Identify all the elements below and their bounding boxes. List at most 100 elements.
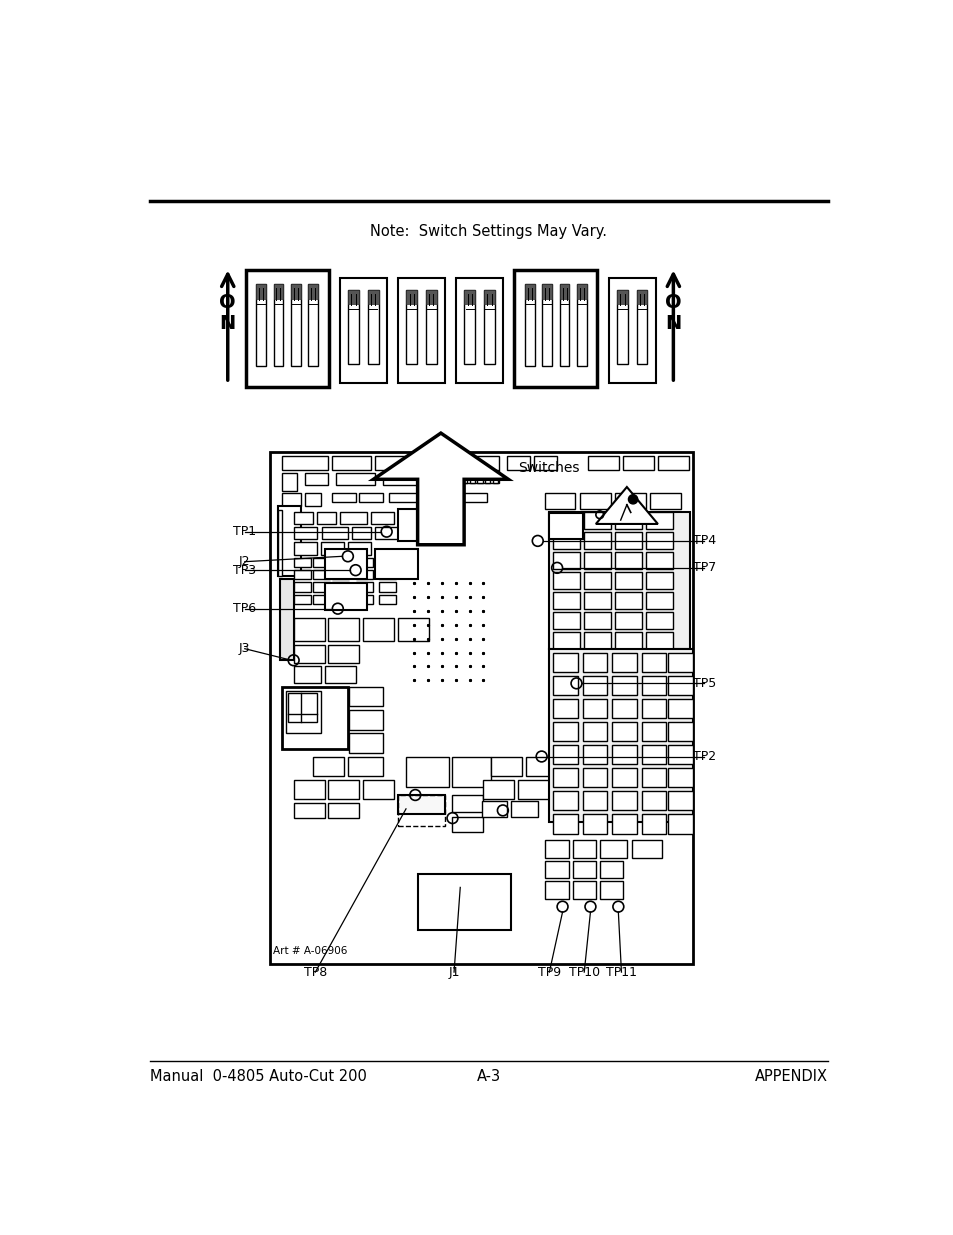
Bar: [641, 814, 666, 834]
Bar: [667, 792, 692, 810]
Polygon shape: [421, 888, 506, 926]
Bar: [612, 676, 637, 695]
Bar: [313, 558, 330, 567]
Bar: [279, 579, 294, 661]
Text: Switches: Switches: [517, 461, 579, 474]
Bar: [332, 571, 349, 579]
Bar: [553, 632, 579, 648]
Bar: [294, 571, 311, 579]
Text: A-3: A-3: [476, 1068, 500, 1083]
Bar: [316, 511, 335, 524]
Bar: [622, 456, 654, 471]
Bar: [464, 290, 475, 304]
Bar: [397, 509, 444, 541]
Bar: [641, 721, 666, 741]
Bar: [583, 572, 611, 589]
Bar: [612, 652, 637, 672]
Bar: [542, 284, 552, 366]
Bar: [514, 270, 597, 387]
Bar: [313, 757, 344, 776]
Bar: [324, 583, 367, 610]
Bar: [348, 290, 358, 304]
Bar: [641, 652, 666, 672]
Bar: [335, 473, 375, 485]
Bar: [355, 583, 373, 592]
Bar: [524, 284, 534, 299]
Bar: [615, 511, 641, 529]
Bar: [582, 721, 607, 741]
Bar: [359, 493, 382, 503]
Bar: [349, 710, 382, 730]
Bar: [429, 493, 452, 503]
Bar: [667, 814, 692, 834]
Bar: [397, 511, 425, 524]
Bar: [612, 792, 637, 810]
Bar: [278, 510, 282, 576]
Bar: [378, 583, 395, 592]
Text: J2: J2: [239, 556, 251, 568]
Bar: [553, 531, 579, 548]
Bar: [282, 493, 301, 506]
Bar: [559, 284, 569, 366]
Bar: [305, 473, 328, 485]
Bar: [587, 511, 611, 524]
Bar: [402, 527, 429, 538]
Bar: [667, 721, 692, 741]
Bar: [650, 799, 681, 811]
Bar: [599, 840, 626, 858]
Bar: [375, 456, 414, 471]
Bar: [582, 779, 613, 795]
Bar: [658, 456, 688, 471]
Bar: [583, 632, 611, 648]
Text: O: O: [219, 293, 235, 311]
Bar: [322, 527, 348, 538]
Bar: [294, 542, 316, 555]
Bar: [645, 511, 673, 529]
Bar: [553, 552, 579, 568]
Bar: [291, 284, 300, 299]
Bar: [417, 456, 440, 471]
Bar: [582, 792, 607, 810]
Circle shape: [628, 495, 637, 504]
Bar: [506, 456, 530, 471]
Text: N: N: [219, 314, 235, 333]
Bar: [454, 471, 459, 483]
Bar: [452, 795, 483, 811]
Bar: [612, 699, 637, 718]
Bar: [599, 882, 622, 899]
Bar: [282, 473, 297, 490]
Bar: [255, 284, 266, 366]
Bar: [599, 861, 622, 878]
Text: TP4: TP4: [692, 535, 715, 547]
Bar: [645, 552, 673, 568]
Bar: [641, 792, 666, 810]
Bar: [397, 795, 444, 826]
Bar: [667, 699, 692, 718]
Bar: [545, 861, 568, 878]
Bar: [582, 676, 607, 695]
Bar: [553, 537, 582, 556]
Bar: [294, 803, 324, 818]
Bar: [328, 803, 359, 818]
Bar: [545, 493, 575, 509]
Bar: [667, 676, 692, 695]
Bar: [583, 552, 611, 568]
Bar: [483, 290, 495, 364]
Bar: [553, 652, 578, 672]
Bar: [553, 745, 578, 764]
Bar: [582, 699, 607, 718]
Bar: [348, 542, 371, 555]
Bar: [294, 667, 320, 683]
Bar: [288, 693, 316, 721]
Bar: [270, 452, 692, 965]
Bar: [328, 618, 359, 641]
Bar: [615, 552, 641, 568]
Bar: [294, 595, 311, 604]
Bar: [363, 618, 394, 641]
Bar: [352, 527, 371, 538]
Bar: [641, 676, 666, 695]
Bar: [348, 290, 358, 364]
Bar: [572, 840, 596, 858]
Bar: [615, 537, 645, 550]
Bar: [615, 611, 641, 629]
